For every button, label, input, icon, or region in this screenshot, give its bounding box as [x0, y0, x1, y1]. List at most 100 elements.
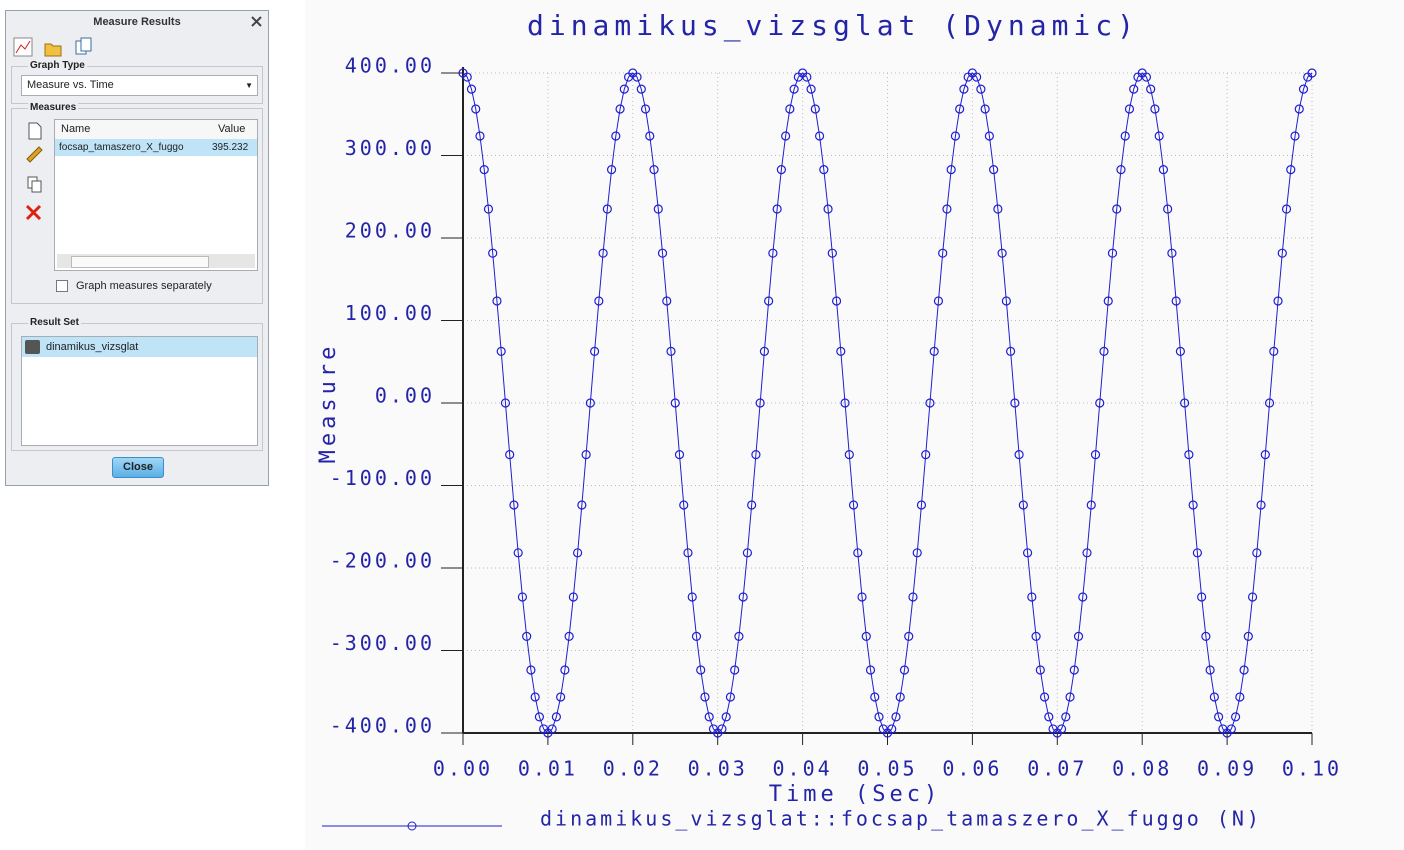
- x-tick-label: 0.03: [688, 757, 748, 781]
- data-point: [814, 131, 825, 141]
- data-point: [734, 631, 744, 641]
- data-point: [802, 72, 812, 82]
- data-point: [1277, 248, 1287, 258]
- measures-group: Measures Name Value focsap_tamaszero_X_f…: [11, 102, 263, 304]
- data-point: [1171, 296, 1181, 306]
- data-point: [827, 248, 837, 258]
- data-point: [551, 712, 561, 722]
- data-point: [1027, 592, 1037, 602]
- data-point: [619, 84, 629, 94]
- data-point: [887, 724, 897, 734]
- x-tick-label: 0.06: [942, 757, 1002, 781]
- data-point: [844, 450, 854, 460]
- data-point: [899, 665, 910, 675]
- data-point: [517, 592, 528, 602]
- data-point: [1090, 450, 1101, 460]
- data-point: [848, 500, 859, 510]
- data-point: [1082, 548, 1092, 558]
- data-point: [1056, 724, 1067, 734]
- data-point: [742, 548, 753, 558]
- data-point: [611, 131, 621, 141]
- data-point: [606, 165, 617, 175]
- data-point: [496, 346, 506, 356]
- data-point: [840, 398, 850, 408]
- data-point: [577, 500, 587, 510]
- data-point: [462, 72, 472, 82]
- data-point: [759, 346, 769, 356]
- data-point: [696, 665, 706, 675]
- data-point: [836, 346, 846, 356]
- data-point: [585, 398, 595, 408]
- data-point: [509, 500, 519, 510]
- data-point: [738, 592, 748, 602]
- close-button[interactable]: Close: [112, 457, 164, 478]
- y-tick-label: 0.00: [375, 384, 435, 408]
- data-point: [594, 296, 604, 306]
- checkbox-label: Graph measures separately: [76, 280, 212, 292]
- group-label: Result Set: [28, 317, 81, 328]
- data-point: [1290, 131, 1300, 141]
- data-point: [526, 665, 536, 675]
- data-point: [1298, 84, 1309, 94]
- data-point: [632, 72, 642, 82]
- measure-tools[interactable]: [24, 121, 46, 226]
- data-point: [1120, 131, 1130, 141]
- data-point: [925, 398, 935, 408]
- data-point: [645, 131, 655, 141]
- data-point: [679, 500, 689, 510]
- data-point: [1188, 500, 1198, 510]
- data-point: [946, 165, 956, 175]
- checkbox-row[interactable]: Graph measures separately: [56, 280, 212, 293]
- data-point: [984, 131, 994, 141]
- data-point: [1031, 631, 1041, 641]
- data-point: [505, 450, 515, 460]
- close-x[interactable]: [251, 16, 262, 27]
- data-point: [589, 346, 600, 356]
- y-tick-label: -200.00: [330, 549, 435, 573]
- y-tick-label: 100.00: [345, 301, 435, 325]
- data-point: [1039, 692, 1050, 702]
- data-point: [768, 248, 778, 258]
- cell: focsap_tamaszero_X_fuggo: [59, 142, 184, 153]
- data-point: [475, 131, 485, 141]
- scrollbar[interactable]: [57, 254, 255, 268]
- data-point: [1235, 692, 1245, 702]
- result-item[interactable]: dinamikus_vizsglat: [22, 337, 257, 357]
- data-point: [1209, 692, 1219, 702]
- data-point: [564, 631, 574, 641]
- measures-table: Name Value focsap_tamaszero_X_fuggo 395.…: [54, 119, 258, 271]
- data-point: [1069, 665, 1079, 675]
- data-point: [781, 131, 791, 141]
- data-point: [1073, 631, 1084, 641]
- data-point: [1175, 346, 1186, 356]
- data-point: [955, 104, 965, 114]
- data-point: [789, 84, 799, 94]
- data-point: [933, 296, 944, 306]
- data-point: [568, 592, 578, 602]
- legend-label: dinamikus_vizsglat::focsap_tamaszero_X_f…: [540, 807, 1262, 831]
- data-point: [1099, 346, 1109, 356]
- graph-type-group: Graph Type Measure vs. Time ▼: [11, 60, 263, 104]
- toolbar[interactable]: [13, 36, 103, 58]
- data-point: [997, 248, 1007, 258]
- data-point: [1035, 665, 1045, 675]
- graph-type-select[interactable]: Measure vs. Time ▼: [21, 75, 258, 96]
- x-tick-label: 0.00: [433, 757, 493, 781]
- data-point: [1022, 548, 1033, 558]
- header-cell: Name: [61, 123, 91, 135]
- data-point: [666, 346, 676, 356]
- x-tick-label: 0.10: [1282, 757, 1342, 781]
- data-point: [1214, 712, 1224, 722]
- data-point: [513, 548, 523, 558]
- table-row[interactable]: focsap_tamaszero_X_fuggo 395.232: [55, 139, 257, 156]
- x-tick-label: 0.05: [857, 757, 917, 781]
- data-point: [1286, 165, 1296, 175]
- data-point: [556, 692, 566, 702]
- data-point: [1154, 131, 1164, 141]
- data-point: [870, 692, 880, 702]
- data-point: [725, 692, 736, 702]
- data-point: [1107, 248, 1118, 258]
- data-point: [1163, 204, 1173, 214]
- data-point: [479, 165, 489, 175]
- data-point: [755, 398, 765, 408]
